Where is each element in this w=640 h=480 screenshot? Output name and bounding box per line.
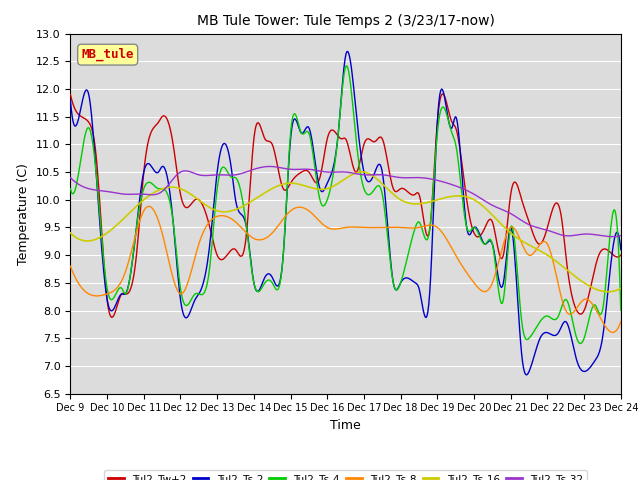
Title: MB Tule Tower: Tule Temps 2 (3/23/17-now): MB Tule Tower: Tule Temps 2 (3/23/17-now…: [196, 14, 495, 28]
Legend: Tul2_Tw+2, Tul2_Ts-2, Tul2_Ts-4, Tul2_Ts-8, Tul2_Ts-16, Tul2_Ts-32: Tul2_Tw+2, Tul2_Ts-2, Tul2_Ts-4, Tul2_Ts…: [104, 470, 588, 480]
Y-axis label: Temperature (C): Temperature (C): [17, 163, 30, 264]
Text: MB_tule: MB_tule: [81, 48, 134, 61]
X-axis label: Time: Time: [330, 419, 361, 432]
